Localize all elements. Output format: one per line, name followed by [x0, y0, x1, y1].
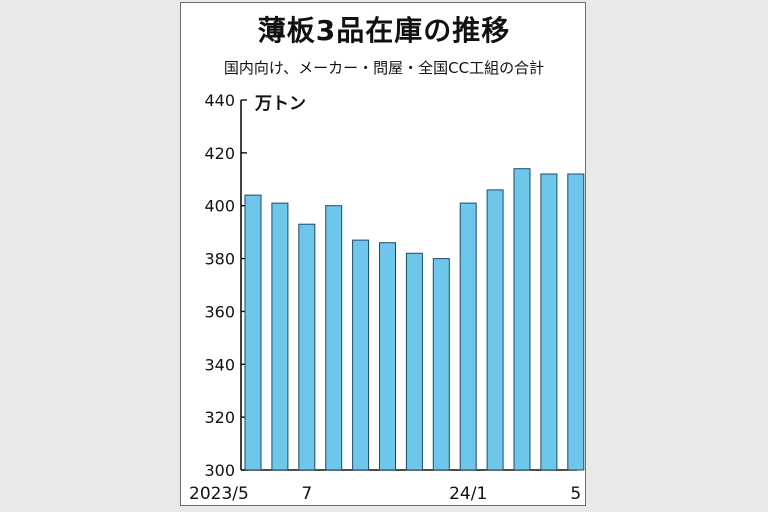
y-tick-label: 340: [204, 355, 235, 374]
x-tick-label: 7: [301, 484, 312, 504]
bar-chart: 万トン 300 320 340 360 380 400 420 440 2023/5 7 24/1 5: [189, 91, 585, 504]
bar: [298, 223, 316, 471]
bar: [379, 242, 396, 471]
x-tick-label: 24/1: [449, 484, 487, 504]
bar: [271, 202, 289, 471]
chart-title: 薄板3品在庫の推移: [257, 14, 511, 47]
y-tick-label: 420: [204, 144, 235, 163]
bar: [432, 258, 450, 471]
x-tick-label: 5: [570, 484, 581, 504]
bar: [540, 173, 558, 471]
y-tick-label: 300: [204, 461, 235, 480]
y-tick-label: 400: [204, 197, 235, 216]
bar: [513, 168, 531, 471]
chart-subtitle: 国内向け、メーカー・問屋・全国CC工組の合計: [223, 59, 545, 77]
bar: [325, 205, 343, 471]
y-tick-label: 360: [204, 302, 235, 321]
y-tick-label: 440: [204, 91, 235, 110]
unit-label: 万トン: [254, 94, 306, 114]
bar: [352, 239, 370, 471]
bar: [244, 194, 262, 471]
bar: [567, 173, 585, 471]
bar: [459, 202, 477, 471]
y-tick-label: 380: [204, 250, 235, 269]
y-tick-label: 320: [204, 408, 235, 427]
bar: [405, 252, 423, 471]
x-tick-label: 2023/5: [189, 484, 249, 504]
bar: [486, 189, 504, 471]
chart-panel: 薄板3品在庫の推移 国内向け、メーカー・問屋・全国CC工組の合計 万トン 300…: [180, 2, 586, 506]
